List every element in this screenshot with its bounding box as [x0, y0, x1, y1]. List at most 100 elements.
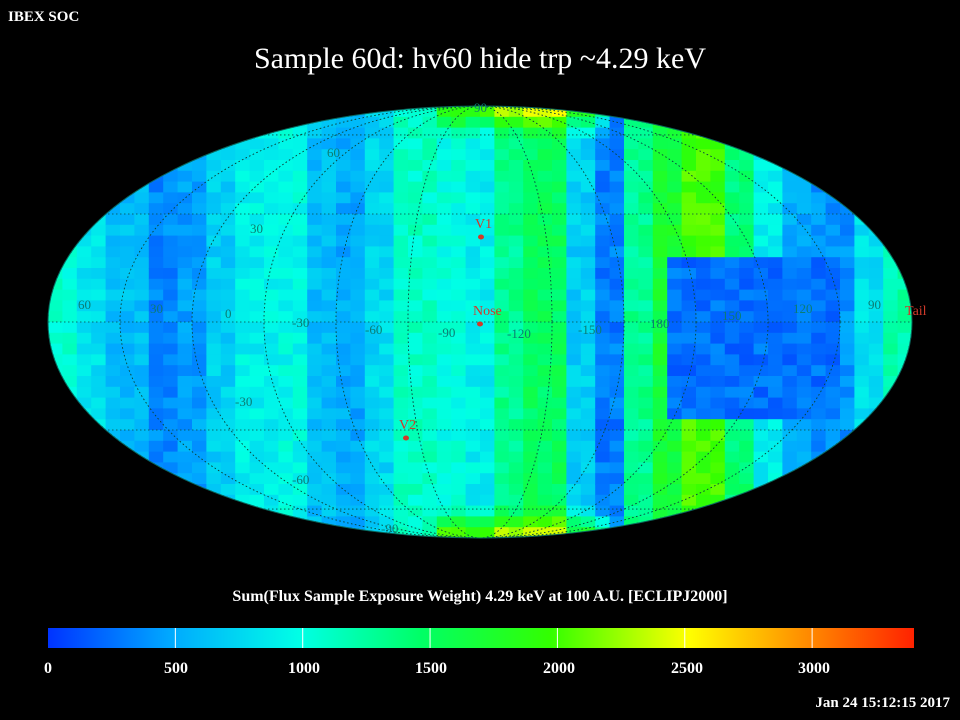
map-tile	[163, 354, 179, 366]
map-tile	[796, 376, 812, 388]
map-tile	[537, 365, 553, 377]
map-tile	[710, 106, 726, 118]
map-tile	[393, 397, 409, 409]
map-tile	[652, 257, 668, 269]
map-tile	[292, 473, 308, 485]
map-tile	[566, 257, 582, 269]
map-tile	[422, 278, 438, 291]
map-tile	[480, 494, 495, 507]
map-tile	[307, 430, 323, 442]
map-tile	[336, 149, 351, 161]
map-tile	[105, 322, 121, 334]
map-tile	[364, 322, 380, 334]
map-tile	[307, 354, 323, 366]
map-tile	[724, 214, 740, 226]
map-tile	[350, 149, 366, 161]
map-tile	[508, 224, 524, 237]
map-tile	[840, 527, 855, 538]
map-tile	[177, 106, 193, 118]
map-tile	[91, 278, 107, 291]
map-tile	[580, 127, 596, 139]
map-tile	[811, 224, 827, 237]
map-tile	[163, 246, 179, 258]
map-tile	[48, 451, 63, 463]
map-tile	[465, 430, 481, 442]
map-tile	[840, 484, 855, 496]
map-tile	[811, 386, 827, 399]
map-tile	[336, 451, 351, 463]
map-tile	[249, 224, 265, 237]
map-tile	[235, 473, 251, 485]
map-tile	[667, 473, 683, 485]
map-tile	[595, 354, 611, 366]
map-tile	[264, 214, 279, 226]
map-tile	[393, 138, 409, 150]
map-tile	[120, 278, 135, 291]
map-tile	[465, 289, 481, 301]
map-tile	[62, 106, 78, 118]
map-tile	[681, 462, 697, 474]
map-tile	[91, 170, 107, 183]
map-tile	[796, 494, 812, 507]
map-tile	[148, 149, 164, 161]
map-tile	[436, 203, 452, 215]
map-tile	[436, 365, 452, 377]
map-tile	[537, 170, 553, 183]
map-tile	[177, 160, 193, 172]
map-tile	[696, 322, 711, 334]
map-tile	[451, 332, 467, 345]
map-tile	[364, 127, 380, 139]
map-tile	[120, 160, 135, 172]
map-tile	[609, 203, 625, 215]
map-tile	[134, 268, 150, 280]
map-tile	[62, 203, 78, 215]
map-tile	[739, 192, 755, 204]
map-tile	[595, 332, 611, 345]
map-tile	[854, 343, 870, 355]
map-tile	[364, 419, 380, 431]
map-tile	[62, 332, 78, 345]
map-tile	[753, 365, 769, 377]
map-tile	[523, 408, 539, 420]
map-tile	[465, 149, 481, 161]
map-tile	[62, 257, 78, 269]
map-tile	[134, 527, 150, 538]
map-tile	[235, 181, 251, 193]
map-tile	[638, 257, 654, 269]
map-tile	[336, 127, 351, 139]
map-tile	[782, 246, 798, 258]
map-tile	[76, 354, 92, 366]
map-tile	[883, 397, 899, 409]
map-tile	[825, 527, 841, 538]
map-tile	[696, 386, 711, 399]
map-tile	[739, 494, 755, 507]
map-tile	[120, 516, 135, 528]
map-tile	[105, 494, 121, 507]
map-tile	[825, 300, 841, 312]
map-tile	[134, 386, 150, 399]
map-tile	[494, 278, 510, 291]
map-tile	[436, 451, 452, 463]
map-tile	[62, 505, 78, 517]
map-tile	[825, 116, 841, 129]
map-tile	[408, 278, 423, 291]
map-tile	[350, 343, 366, 355]
map-tile	[897, 440, 912, 453]
map-tile	[552, 473, 567, 485]
map-tile	[624, 149, 639, 161]
map-tile	[393, 408, 409, 420]
map-tile	[739, 127, 755, 139]
map-tile	[624, 386, 639, 399]
map-tile	[753, 149, 769, 161]
map-tile	[393, 505, 409, 517]
map-tile	[408, 214, 423, 226]
map-tile	[753, 419, 769, 431]
map-tile	[120, 494, 135, 507]
map-tile	[710, 170, 726, 183]
map-tile	[134, 214, 150, 226]
map-tile	[436, 494, 452, 507]
map-tile	[336, 484, 351, 496]
map-tile	[120, 268, 135, 280]
map-tile	[480, 365, 495, 377]
map-tile	[192, 322, 207, 334]
